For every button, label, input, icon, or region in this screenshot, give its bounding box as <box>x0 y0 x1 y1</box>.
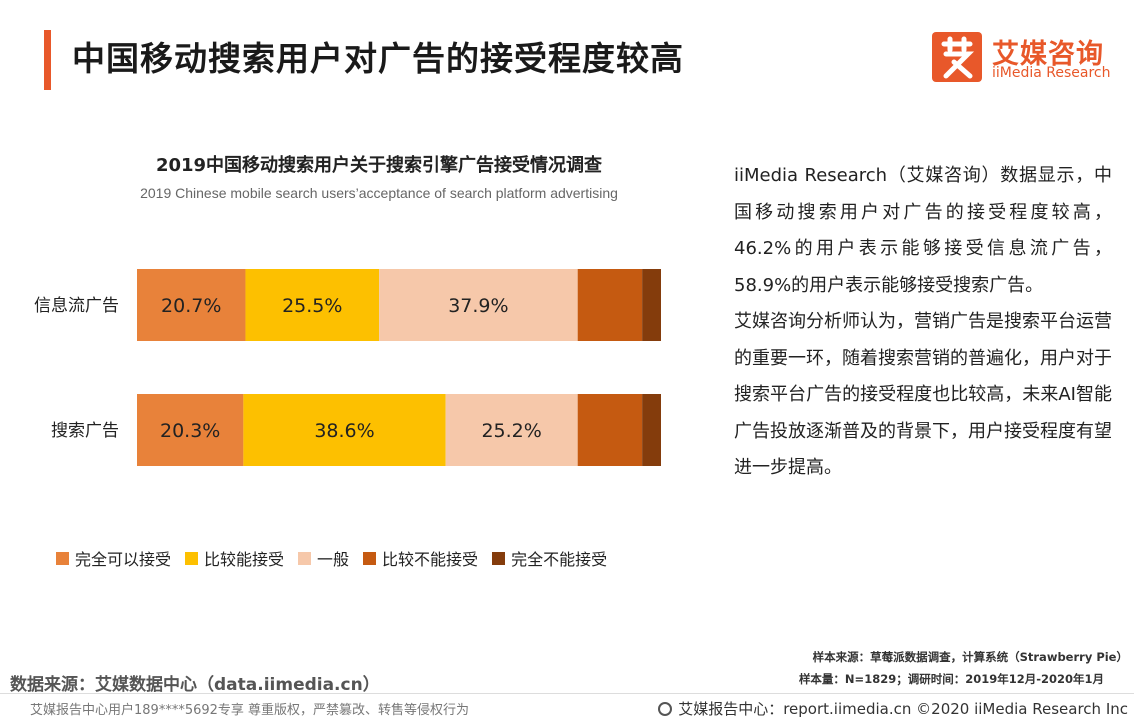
legend-label: 完全可以接受 <box>75 550 172 569</box>
bar-value-label: 25.5% <box>282 295 342 317</box>
data-source: 数据来源：艾媒数据中心（data.iimedia.cn） <box>10 675 380 695</box>
bar-segment <box>642 394 661 466</box>
analysis-paragraph-2: 艾媒咨询分析师认为，营销广告是搜索平台运营的重要一环，随着搜索营销的普遍化，用户… <box>734 311 1112 478</box>
analysis-text: iiMedia Research（艾媒咨询）数据显示，中国移动搜索用户对广告的接… <box>734 158 1112 487</box>
bar-segment <box>245 269 380 341</box>
legend-label: 比较能接受 <box>204 550 285 569</box>
bar-segment <box>577 394 643 466</box>
page-title: 中国移动搜索用户对广告的接受程度较高 <box>72 39 684 78</box>
bar-value-label: 20.3% <box>160 420 220 442</box>
chart-subtitle: 2019 Chinese mobile search users’accepta… <box>140 185 618 201</box>
bar-value-label: 20.7% <box>161 295 221 317</box>
title-accent-bar <box>44 30 51 90</box>
footer-copyright-notice: 艾媒报告中心用户189****5692专享 尊重版权，严禁篡改、转售等侵权行为 <box>30 703 470 718</box>
legend-item-4: 完全不能接受 <box>492 546 607 570</box>
stacked-bar-chart: 信息流广告 20.7% 25.5% 37.9% 搜索广告 20.3% 38.6% 25.2% <box>34 269 661 466</box>
legend-swatch <box>298 551 312 565</box>
category-label: 搜索广告 <box>51 421 119 441</box>
chart-legend: 完全可以接受 比较能接受 一般 比较不能接受 完全不能接受 <box>56 546 607 570</box>
bar-segment <box>137 394 244 466</box>
legend-item-2: 一般 <box>298 546 349 570</box>
legend-label: 比较不能接受 <box>382 550 479 569</box>
legend-swatch <box>363 551 377 565</box>
bar-value-label: 38.6% <box>314 420 374 442</box>
chart-title: 2019中国移动搜索用户关于搜索引擎广告接受情况调查 <box>155 155 603 176</box>
legend-swatch <box>492 551 506 565</box>
bar-segment <box>243 394 446 466</box>
legend-item-0: 完全可以接受 <box>56 546 171 570</box>
legend-item-1: 比较能接受 <box>185 546 284 570</box>
bar-segment <box>577 269 643 341</box>
legend-label: 完全不能接受 <box>511 550 608 569</box>
sample-source: 样本来源：草莓派数据调查，计算系统（Strawberry Pie） <box>812 650 1128 664</box>
legend-label: 一般 <box>317 550 350 569</box>
bar-segment <box>642 269 661 341</box>
footer-report-center: 艾媒报告中心：report.iimedia.cn ©2020 iiMedia R… <box>658 698 1128 719</box>
logo-text-en: iiMedia Research <box>992 65 1111 81</box>
logo-mark-icon <box>932 32 982 82</box>
footer-report-text: 艾媒报告中心：report.iimedia.cn ©2020 iiMedia R… <box>678 700 1128 718</box>
bar-segment <box>445 394 578 466</box>
brand-logo: 艾媒咨询 iiMedia Research <box>932 32 1128 82</box>
analysis-paragraph-1: iiMedia Research（艾媒咨询）数据显示，中国移动搜索用户对广告的接… <box>734 165 1112 296</box>
legend-swatch <box>56 551 69 565</box>
bar-value-label: 25.2% <box>481 420 541 442</box>
legend-swatch <box>185 551 199 565</box>
legend-item-3: 比较不能接受 <box>363 546 478 570</box>
bar-value-label: 37.9% <box>448 295 508 317</box>
logo-text-cn: 艾媒咨询 <box>992 39 1104 70</box>
category-label: 信息流广告 <box>34 296 119 316</box>
bar-segment <box>379 269 578 341</box>
report-center-icon <box>658 701 673 716</box>
sample-info: 样本量：N=1829；调研时间：2019年12月-2020年1月 <box>798 672 1104 686</box>
footer-divider <box>0 693 1134 694</box>
bar-segment <box>137 269 246 341</box>
